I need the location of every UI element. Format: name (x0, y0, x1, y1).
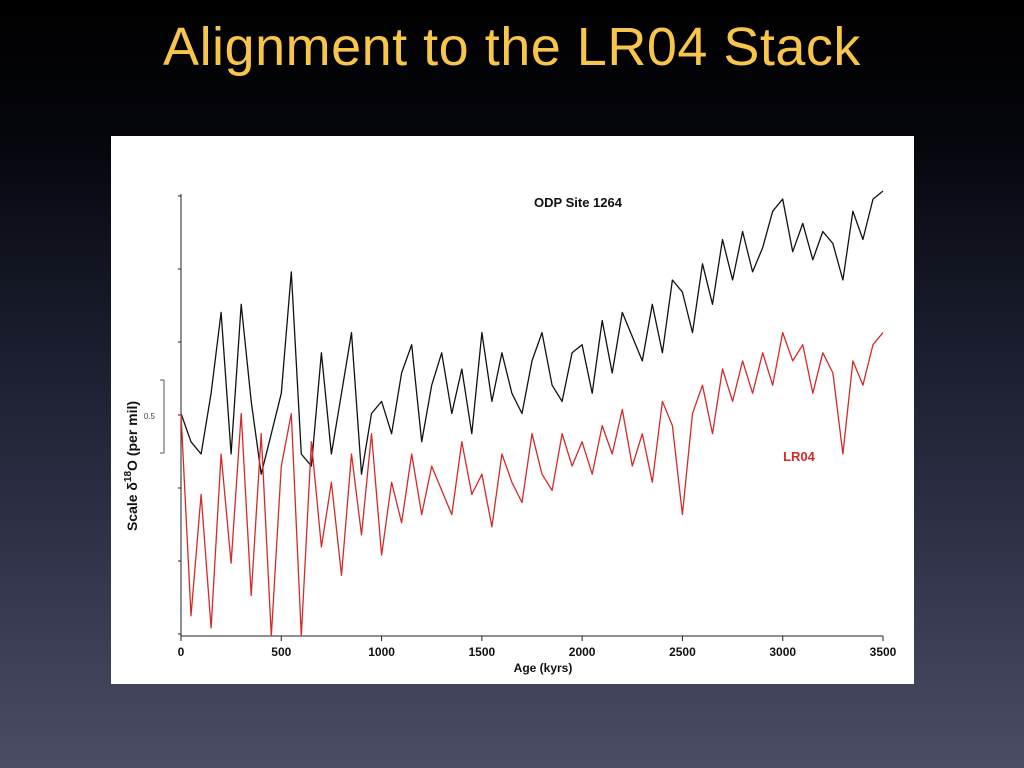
series-layer (180, 190, 884, 637)
series-label-odp: ODP Site 1264 (534, 195, 623, 210)
y-axis-title: Scale δ18O (per mil) (123, 401, 140, 531)
x-tick-label-0: 0 (178, 645, 185, 659)
y-axis-title-prefix: Scale δ (124, 482, 140, 531)
scale-bar-label: 0.5 (144, 412, 156, 421)
x-tick-label-2000: 2000 (569, 645, 596, 659)
y-axis-title-sup: 18 (123, 471, 134, 483)
x-tick-label-1000: 1000 (368, 645, 395, 659)
x-axis-title: Age (kyrs) (514, 661, 573, 675)
series-line-1 (180, 331, 884, 637)
series-line-0 (180, 190, 884, 475)
x-tick-label-500: 500 (271, 645, 291, 659)
x-tick-label-2500: 2500 (669, 645, 696, 659)
scale-bar: 0.5 (144, 379, 165, 454)
x-tick-label-3500: 3500 (870, 645, 897, 659)
chart-figure: 0 500 1000 1500 2000 2500 3000 3500 Age (kyrs) … (111, 136, 914, 684)
x-tick-label-3000: 3000 (769, 645, 796, 659)
chart-svg: 0 500 1000 1500 2000 2500 3000 3500 Age (kyrs) … (123, 190, 897, 675)
y-axis-title-suffix: O (per mil) (124, 401, 140, 471)
slide-title: Alignment to the LR04 Stack (163, 17, 861, 77)
series-label-lr04: LR04 (783, 449, 816, 464)
chart-axes: 0 500 1000 1500 2000 2500 3000 3500 (178, 194, 897, 659)
x-tick-label-1500: 1500 (469, 645, 496, 659)
